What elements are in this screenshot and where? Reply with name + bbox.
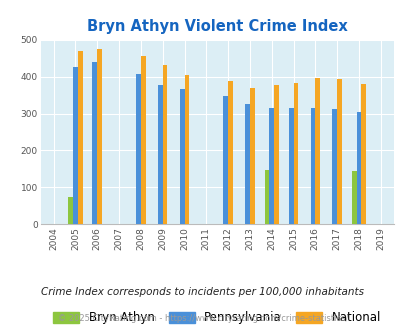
Bar	[310, 108, 315, 224]
Bar	[136, 74, 141, 224]
Bar	[273, 85, 278, 224]
Text: Crime Index corresponds to incidents per 100,000 inhabitants: Crime Index corresponds to incidents per…	[41, 287, 364, 297]
Bar	[249, 88, 254, 224]
Bar	[315, 78, 319, 224]
Title: Bryn Athyn Violent Crime Index: Bryn Athyn Violent Crime Index	[87, 19, 347, 34]
Bar	[356, 112, 360, 224]
Bar	[360, 84, 365, 224]
Bar	[162, 65, 167, 224]
Bar	[179, 89, 184, 224]
Bar	[184, 75, 189, 224]
Bar	[264, 170, 269, 224]
Bar	[97, 49, 102, 224]
Bar	[269, 108, 273, 224]
Bar	[68, 197, 73, 224]
Bar	[351, 171, 356, 224]
Bar	[78, 51, 83, 224]
Bar	[228, 81, 232, 224]
Bar	[332, 110, 336, 224]
Bar	[223, 96, 228, 224]
Bar	[92, 62, 97, 224]
Bar	[336, 79, 341, 224]
Bar	[73, 67, 78, 224]
Bar	[158, 85, 162, 224]
Legend: Bryn Athyn, Pennsylvania, National: Bryn Athyn, Pennsylvania, National	[50, 308, 384, 328]
Text: © 2025 CityRating.com - https://www.cityrating.com/crime-statistics/: © 2025 CityRating.com - https://www.city…	[58, 314, 347, 323]
Bar	[245, 104, 249, 224]
Bar	[288, 108, 293, 224]
Bar	[293, 83, 298, 224]
Bar	[141, 56, 145, 224]
